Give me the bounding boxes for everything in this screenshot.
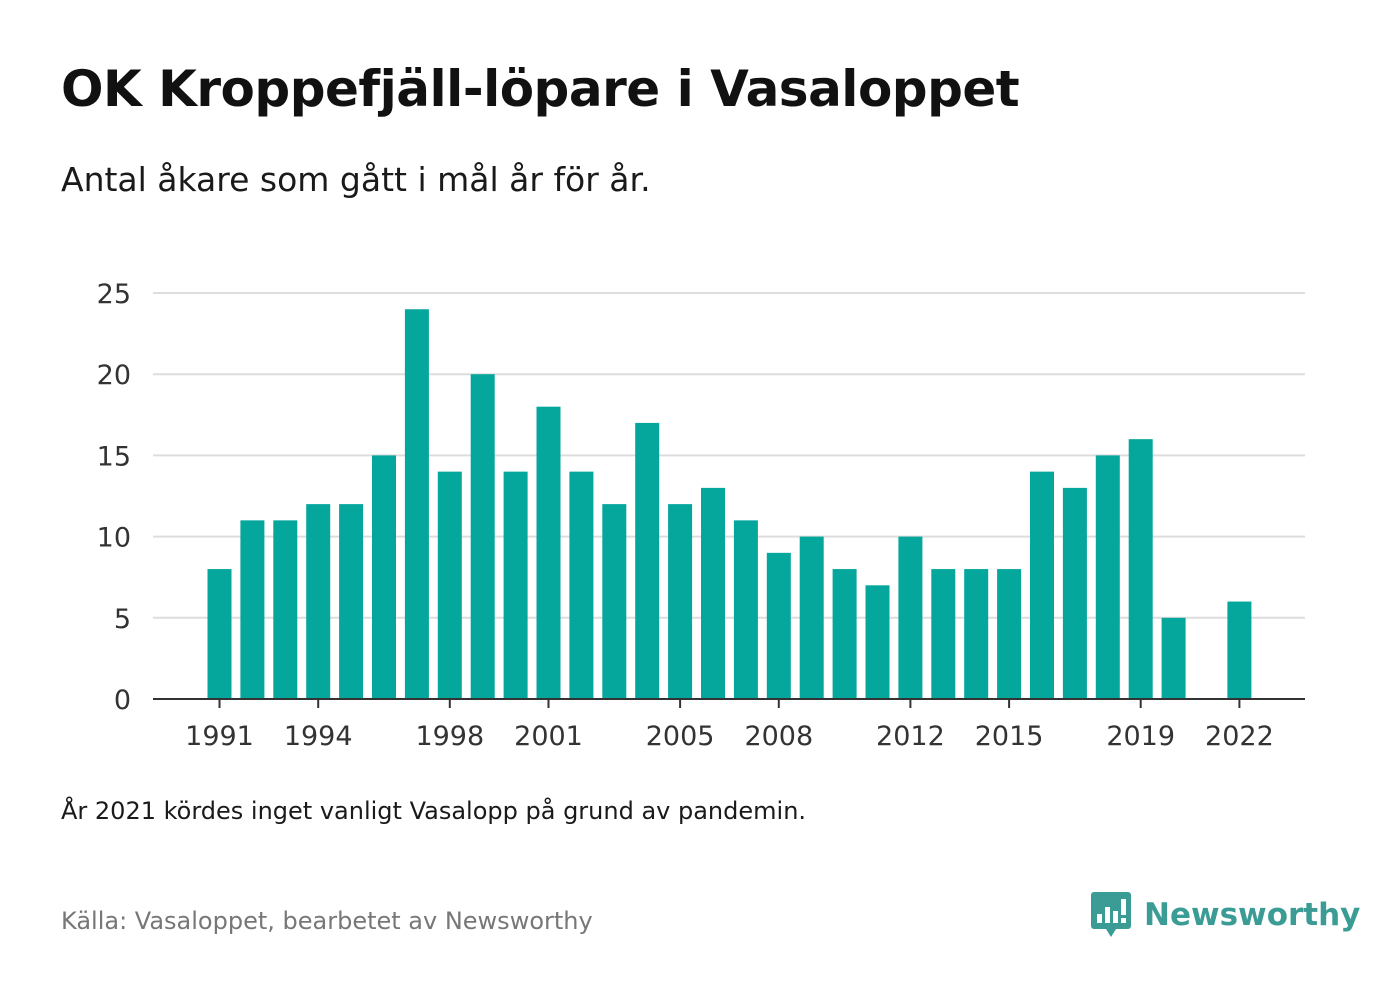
- bar-2013: [931, 569, 956, 699]
- bar-chart: 0 5 10 15 20 25 1991 1994 1998 2001 2005 2008 2012 20…: [97, 279, 1305, 752]
- x-tick-label: 2008: [744, 721, 813, 752]
- y-tick-label: 10: [97, 523, 131, 554]
- bar-2007: [733, 520, 758, 699]
- x-tick-label: 2005: [646, 721, 715, 752]
- y-tick-label: 15: [97, 441, 131, 472]
- source-credit: Källa: Vasaloppet, bearbetet av Newswort…: [61, 907, 593, 935]
- chart-title: OK Kroppefjäll-löpare i Vasaloppet: [61, 60, 1020, 118]
- bar-1998: [437, 471, 462, 699]
- x-tick-label: 1994: [284, 721, 353, 752]
- bar-1994: [306, 504, 331, 699]
- bar-2012: [898, 536, 923, 699]
- y-tick-label: 25: [97, 279, 131, 310]
- bar-1991: [207, 569, 232, 699]
- bar-2005: [668, 504, 693, 699]
- bar-2019: [1128, 439, 1153, 699]
- tick-labels: 0 5 10 15 20 25 1991 1994 1998 2001 2005 2008 2012 20…: [97, 279, 1274, 752]
- x-tick-label: 1998: [415, 721, 484, 752]
- bar-1995: [339, 504, 364, 699]
- chart-note: År 2021 kördes inget vanligt Vasalopp på…: [61, 797, 807, 825]
- bar-2018: [1095, 455, 1120, 699]
- bar-2011: [865, 585, 890, 699]
- bar-2020: [1161, 617, 1186, 699]
- bar-1993: [273, 520, 298, 699]
- bar-2001: [536, 406, 561, 699]
- bar-2009: [799, 536, 824, 699]
- bar-2015: [997, 569, 1022, 699]
- bar-2022: [1227, 601, 1252, 699]
- bar-2010: [832, 569, 857, 699]
- bar-2003: [602, 504, 627, 699]
- newsworthy-logo-icon: [1091, 892, 1131, 937]
- brand-logo[interactable]: Newsworthy: [1090, 890, 1360, 940]
- bar-1992: [240, 520, 265, 699]
- bar-1997: [404, 309, 429, 699]
- bar-1996: [372, 455, 396, 699]
- x-tick-label: 2022: [1205, 721, 1274, 752]
- bar-2016: [1030, 471, 1054, 699]
- y-tick-label: 5: [114, 604, 131, 635]
- brand-name: Newsworthy: [1144, 897, 1361, 933]
- bar-2006: [701, 487, 725, 699]
- bar-2000: [503, 471, 528, 699]
- bar-2017: [1062, 487, 1087, 699]
- x-tick-label: 2001: [514, 721, 583, 752]
- x-tick-label: 1991: [185, 721, 254, 752]
- x-tick-label: 2012: [876, 721, 945, 752]
- bar-1999: [470, 374, 495, 699]
- axes: [153, 698, 1305, 708]
- bars: [207, 309, 1252, 699]
- bar-2004: [635, 422, 660, 699]
- x-tick-label: 2019: [1106, 721, 1175, 752]
- x-tick-label: 2015: [975, 721, 1044, 752]
- bar-2014: [964, 569, 989, 699]
- bar-2002: [569, 471, 594, 699]
- y-tick-label: 0: [114, 685, 131, 716]
- bar-2008: [766, 552, 791, 699]
- y-tick-label: 20: [97, 360, 131, 391]
- chart-subtitle: Antal åkare som gått i mål år för år.: [61, 160, 651, 199]
